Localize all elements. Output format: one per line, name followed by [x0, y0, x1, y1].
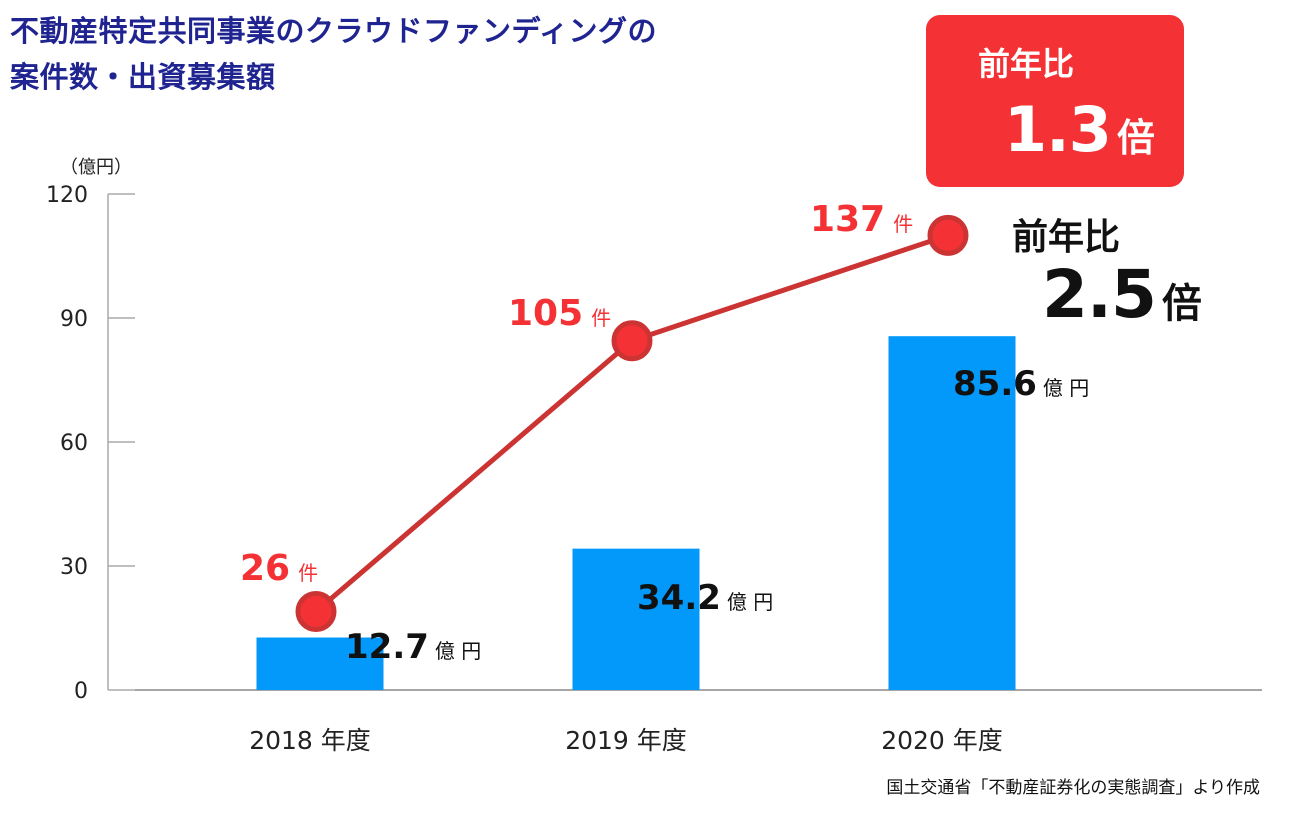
count-value-label: 105 件 — [508, 293, 611, 334]
y-tick-label: 60 — [60, 431, 88, 456]
source-note: 国土交通省「不動産証券化の実態調査」より作成 — [886, 778, 1260, 798]
bar-value-label: 85.6 億 円 — [953, 364, 1089, 404]
y-tick-label: 120 — [46, 183, 88, 208]
count-growth-label: 前年比 — [978, 45, 1075, 83]
count-value-label: 137 件 — [810, 199, 913, 240]
count-value-label: 26 件 — [240, 548, 318, 589]
count-marker — [295, 590, 337, 632]
line-series — [295, 214, 969, 632]
x-tick-label: 2020 年度 — [881, 726, 1003, 755]
y-tick-label: 0 — [74, 679, 88, 704]
chart-title: 不動産特定共同事業のクラウドファンディングの 案件数・出資募集額 — [10, 8, 657, 100]
x-tick-label: 2018 年度 — [249, 726, 371, 755]
bar — [572, 548, 700, 690]
y-axis-unit-label: （億円） — [60, 157, 132, 178]
bar — [888, 336, 1016, 690]
count-growth-badge: 前年比 1.3 倍 — [926, 15, 1184, 187]
amount-growth-value: 2.5 倍 — [1042, 256, 1202, 333]
chart-axes: 0 30 60 90 120 2018 年度 2019 年度 2020 年度 — [46, 183, 1262, 755]
bar-value-unit: 億 円 — [435, 639, 481, 663]
count-growth-unit: 倍 — [1116, 116, 1155, 160]
count-marker — [927, 214, 969, 256]
bar — [256, 637, 384, 690]
amount-growth-label: 前年比 — [1012, 217, 1121, 258]
bar-value-unit: 億 円 — [727, 590, 773, 614]
amount-growth-callout: 前年比 2.5 倍 — [1012, 208, 1202, 333]
chart-title-line1: 不動産特定共同事業のクラウドファンディングの — [10, 14, 657, 48]
amount-growth-number: 2.5 — [1042, 256, 1157, 333]
x-tick-label: 2019 年度 — [565, 726, 687, 755]
count-growth-value: 1.3 倍 — [1004, 93, 1155, 166]
count-value-unit: 件 — [591, 306, 611, 330]
bar-value-label: 12.7 億 円 — [345, 627, 481, 667]
count-value-unit: 件 — [298, 561, 318, 585]
count-growth-number: 1.3 — [1004, 93, 1112, 166]
count-marker — [611, 320, 653, 362]
bar-value-unit: 億 円 — [1043, 376, 1089, 400]
count-value-unit: 件 — [893, 212, 913, 236]
y-tick-label: 30 — [60, 555, 88, 580]
bar-series — [256, 336, 1016, 690]
chart-title-line2: 案件数・出資募集額 — [10, 60, 276, 94]
bar-value-label: 34.2 億 円 — [637, 578, 773, 618]
y-tick-label: 90 — [60, 307, 88, 332]
amount-growth-unit: 倍 — [1161, 281, 1202, 327]
